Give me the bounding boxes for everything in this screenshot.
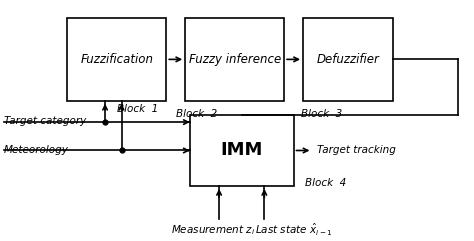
Text: Target category: Target category xyxy=(4,116,86,126)
Text: Meteorology: Meteorology xyxy=(4,146,69,155)
Text: Fuzzy inference: Fuzzy inference xyxy=(189,53,281,66)
FancyBboxPatch shape xyxy=(185,18,284,101)
FancyBboxPatch shape xyxy=(303,18,392,101)
Text: Target tracking: Target tracking xyxy=(317,146,396,155)
Text: Fuzzification: Fuzzification xyxy=(80,53,153,66)
Text: IMM: IMM xyxy=(220,141,263,160)
Text: Defuzzifier: Defuzzifier xyxy=(316,53,379,66)
Text: Block  1: Block 1 xyxy=(117,104,158,114)
FancyBboxPatch shape xyxy=(67,18,166,101)
Text: Last state $\hat{x}_{i-1}$: Last state $\hat{x}_{i-1}$ xyxy=(255,222,332,238)
Text: Block  4: Block 4 xyxy=(305,178,346,188)
Text: Block  3: Block 3 xyxy=(301,109,342,119)
FancyBboxPatch shape xyxy=(190,115,293,186)
Text: Measurement $z_i$: Measurement $z_i$ xyxy=(171,223,255,237)
Text: Block  2: Block 2 xyxy=(176,109,218,119)
